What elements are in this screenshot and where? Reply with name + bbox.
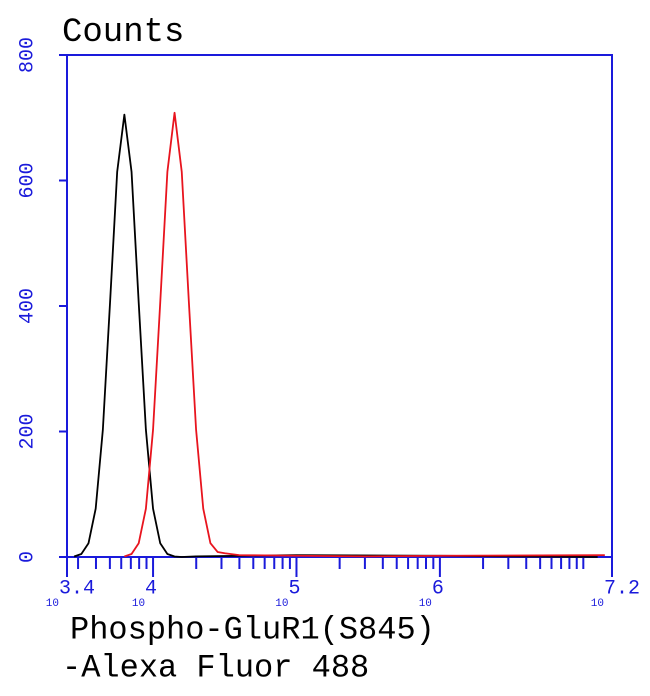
x-tick-label: 4 <box>145 577 157 600</box>
y-tick-label: 0 <box>16 551 39 563</box>
x-tick-base: 10 <box>46 598 59 610</box>
y-tick-label: 400 <box>16 288 39 324</box>
histogram-line <box>73 113 598 558</box>
x-tick-label: 5 <box>288 577 300 600</box>
x-tick-base: 10 <box>275 598 288 610</box>
chart-title: Counts <box>62 14 184 52</box>
x-axis-label: -Alexa Fluor 488 <box>62 649 369 686</box>
x-tick-base: 10 <box>591 598 604 610</box>
y-tick-label: 800 <box>16 37 39 73</box>
x-tick-label: 6 <box>432 577 444 600</box>
y-tick-label: 600 <box>16 162 39 198</box>
histogram-line <box>124 111 605 558</box>
x-tick-base: 10 <box>132 598 145 610</box>
x-tick-base: 10 <box>419 598 432 610</box>
x-tick-label: 7.2 <box>604 577 640 600</box>
x-tick-label: 3.4 <box>59 577 95 600</box>
y-tick-label: 200 <box>16 413 39 449</box>
x-axis-label: Phospho-GluR1(S845) <box>70 611 435 648</box>
